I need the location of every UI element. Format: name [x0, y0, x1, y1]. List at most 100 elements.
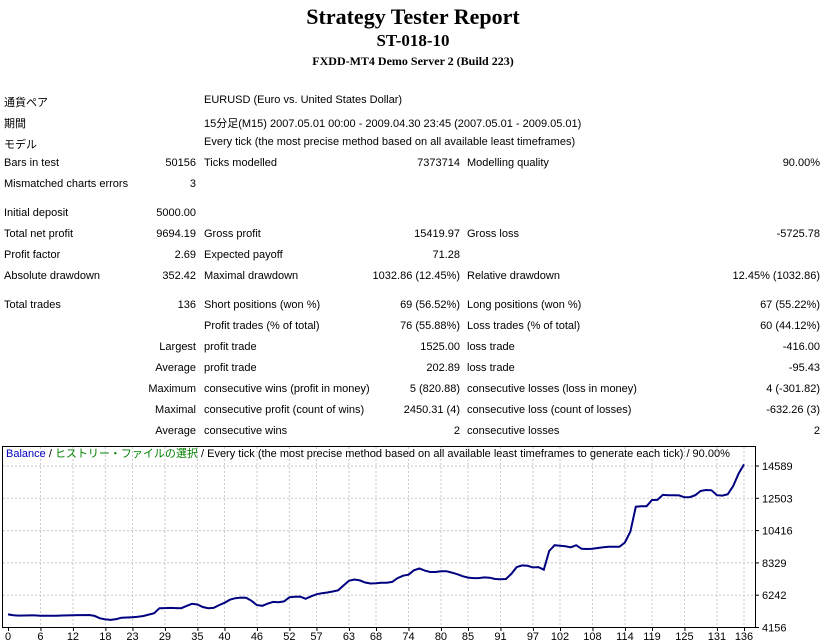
x-tick-label: 23 — [126, 631, 138, 643]
stat-cell: 通貨ペア — [4, 94, 196, 111]
y-tick-label: 6242 — [762, 590, 786, 602]
stat-value: 9694.19 — [156, 228, 196, 240]
table-row: Average profit trade 202.89 loss trade -95.4… — [0, 358, 826, 379]
stat-cell: Mismatched charts errors 3 — [4, 178, 196, 195]
table-row: 期間 15分足(M15) 2007.05.01 00:00 - 2009.04.3… — [0, 111, 826, 132]
stat-cell — [467, 249, 820, 266]
stat-value: 136 — [177, 299, 196, 311]
stat-value: 90.00% — [782, 157, 820, 169]
stat-label: Modelling quality — [467, 157, 549, 169]
table-row: Initial deposit 5000.00 — [0, 203, 826, 224]
stat-label: consecutive profit (count of wins) — [204, 404, 365, 416]
stat-label: Expected payoff — [204, 249, 283, 261]
legend-separator: / — [46, 448, 55, 460]
stat-label: Absolute drawdown — [4, 270, 101, 282]
stat-cell: Absolute drawdown 352.42 — [4, 270, 196, 287]
x-tick-label: 136 — [735, 631, 753, 643]
stat-value: 352.42 — [162, 270, 196, 282]
x-tick-label: 12 — [67, 631, 79, 643]
x-tick-label: 131 — [708, 631, 726, 643]
y-tick-label: 14589 — [762, 461, 793, 473]
x-tick-label: 35 — [191, 631, 203, 643]
stat-cell: Maximum — [4, 383, 196, 400]
x-tick-label: 63 — [343, 631, 355, 643]
stat-label: Gross loss — [467, 228, 519, 240]
table-row: Profit trades (% of total) 76 (55.88%) Los… — [0, 316, 826, 337]
x-tick-label: 102 — [551, 631, 569, 643]
stat-value: Average — [155, 425, 196, 437]
stat-value: 3 — [189, 178, 196, 190]
stat-label: Initial deposit — [4, 207, 69, 219]
stat-label: モデル — [4, 139, 37, 151]
x-tick-label: 85 — [462, 631, 474, 643]
stat-cell: consecutive loss (count of losses) -632.2… — [467, 404, 820, 421]
stat-cell: Loss trades (% of total) 60 (44.12%) — [467, 320, 820, 337]
stat-cell: Total trades 136 — [4, 299, 196, 316]
report-header: Strategy Tester Report ST-018-10 FXDD-MT… — [0, 3, 826, 70]
stat-value: Maximum — [148, 383, 196, 395]
stat-label: Relative drawdown — [467, 270, 560, 282]
stat-cell: profit trade 1525.00 — [204, 341, 460, 358]
chart-legend: Balance / ヒストリー・ファイルの選択 / Every tick (th… — [6, 446, 730, 460]
stat-value: 1032.86 (12.45%) — [372, 270, 460, 282]
stat-label: Long positions (won %) — [467, 299, 582, 311]
stat-label: consecutive wins — [204, 425, 288, 437]
stat-value: 2 — [453, 425, 460, 437]
stat-cell: Ticks modelled 7373714 — [204, 157, 460, 174]
stat-label: Ticks modelled — [204, 157, 277, 169]
stat-label: Bars in test — [4, 157, 60, 169]
stat-cell: Expected payoff 71.28 — [204, 249, 460, 266]
x-tick-label: 57 — [310, 631, 322, 643]
page-title: Strategy Tester Report — [306, 4, 520, 29]
stat-value: 5 (820.88) — [409, 383, 460, 395]
stat-cell: consecutive profit (count of wins) 2450.3… — [204, 404, 460, 421]
x-tick-label: 91 — [494, 631, 506, 643]
stat-cell: Profit factor 2.69 — [4, 249, 196, 266]
x-tick-label: 0 — [5, 631, 11, 643]
stat-value: 12.45% (1032.86) — [732, 270, 820, 282]
stat-wide-value: 15分足(M15) 2007.05.01 00:00 - 2009.04.30 … — [204, 118, 582, 130]
stat-label: loss trade — [467, 341, 515, 353]
stat-cell: Maximal — [4, 404, 196, 421]
stat-label: Maximal drawdown — [204, 270, 299, 282]
stat-cell: loss trade -95.43 — [467, 362, 820, 379]
x-tick-label: 114 — [616, 631, 634, 643]
table-row: Largest profit trade 1525.00 loss trade -416… — [0, 337, 826, 358]
stat-wide-value: EURUSD (Euro vs. United States Dollar) — [204, 94, 403, 106]
stat-label: Mismatched charts errors — [4, 178, 129, 190]
stat-value: 7373714 — [417, 157, 460, 169]
table-row: 通貨ペア EURUSD (Euro vs. United States Dolla… — [0, 90, 826, 111]
stat-label: consecutive loss (count of losses) — [467, 404, 632, 416]
stat-label: Profit factor — [4, 249, 61, 261]
stat-label: Total net profit — [4, 228, 74, 240]
x-tick-label: 80 — [435, 631, 447, 643]
balance-chart: 0 6 12 18 23 29 35 40 46 52 57 63 68 74 80 85 91 97 102 108… — [2, 444, 826, 644]
stat-cell: Long positions (won %) 67 (55.22%) — [467, 299, 820, 316]
stat-cell: Average — [4, 425, 196, 442]
y-tick-label: 8329 — [762, 558, 786, 570]
x-tick-label: 46 — [251, 631, 263, 643]
stat-value: Largest — [159, 341, 196, 353]
stat-cell: consecutive losses 2 — [467, 425, 820, 442]
x-tick-label: 29 — [159, 631, 171, 643]
balance-chart-svg: 0 6 12 18 23 29 35 40 46 52 57 63 68 74 80 85 91 97 102 108… — [2, 446, 793, 643]
stat-value: 15419.97 — [414, 228, 460, 240]
x-axis-labels: 0 6 12 18 23 29 35 40 46 52 57 63 68 74 80 85 91 97 102 108… — [5, 631, 753, 643]
stat-cell: Maximal drawdown 1032.86 (12.45%) — [204, 270, 460, 287]
stat-cell — [467, 207, 820, 224]
stat-cell: モデル — [4, 136, 196, 153]
stat-label: loss trade — [467, 362, 515, 374]
stat-cell: Largest — [4, 341, 196, 358]
stat-cell — [4, 320, 196, 337]
stat-cell: consecutive losses (loss in money) 4 (-30… — [467, 383, 820, 400]
stat-value: -5725.78 — [776, 228, 820, 240]
stat-cell — [204, 207, 460, 224]
table-row: Maximum consecutive wins (profit in money… — [0, 379, 826, 400]
stat-label: Loss trades (% of total) — [467, 320, 581, 332]
stat-value: 67 (55.22%) — [760, 299, 820, 311]
stat-cell — [204, 178, 460, 195]
stat-label: 期間 — [4, 118, 26, 130]
y-axis-labels: 4156 6242 8329 10416 12503 14589 — [762, 461, 793, 635]
table-row: Mismatched charts errors 3 — [0, 174, 826, 195]
stat-label: Gross profit — [204, 228, 261, 240]
